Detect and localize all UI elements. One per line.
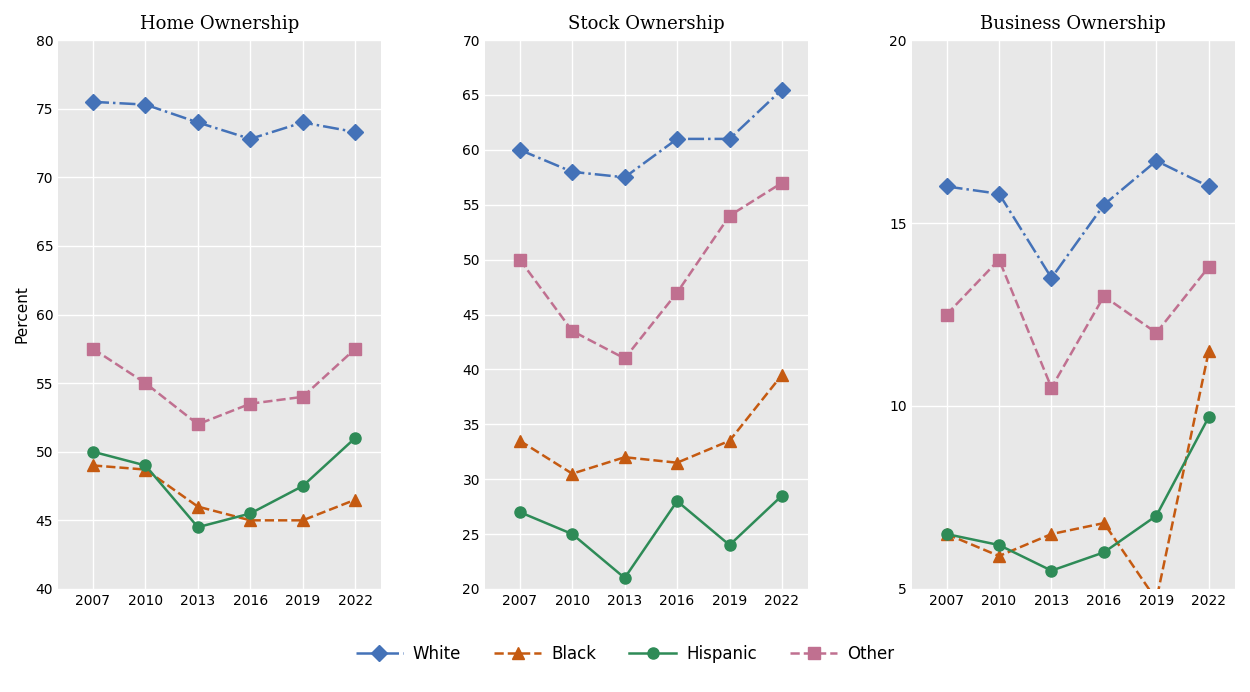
Title: Home Ownership: Home Ownership xyxy=(140,15,299,33)
Title: Stock Ownership: Stock Ownership xyxy=(569,15,725,33)
Y-axis label: Percent: Percent xyxy=(15,286,30,343)
Title: Business Ownership: Business Ownership xyxy=(980,15,1166,33)
Legend: White, Black, Hispanic, Other: White, Black, Hispanic, Other xyxy=(350,639,900,670)
